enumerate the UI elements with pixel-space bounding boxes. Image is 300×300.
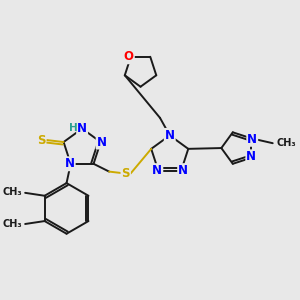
Text: H: H [69, 123, 78, 133]
Text: O: O [124, 50, 134, 63]
Text: CH₃: CH₃ [277, 138, 296, 148]
Text: N: N [77, 122, 87, 135]
Text: N: N [247, 133, 257, 146]
Text: N: N [65, 157, 75, 170]
Text: N: N [152, 164, 162, 177]
Text: S: S [122, 167, 130, 180]
Text: N: N [178, 164, 188, 177]
Text: CH₃: CH₃ [3, 219, 22, 229]
Text: S: S [37, 134, 46, 147]
Text: N: N [246, 150, 256, 163]
Text: N: N [165, 129, 175, 142]
Text: CH₃: CH₃ [3, 187, 22, 197]
Text: N: N [97, 136, 106, 148]
